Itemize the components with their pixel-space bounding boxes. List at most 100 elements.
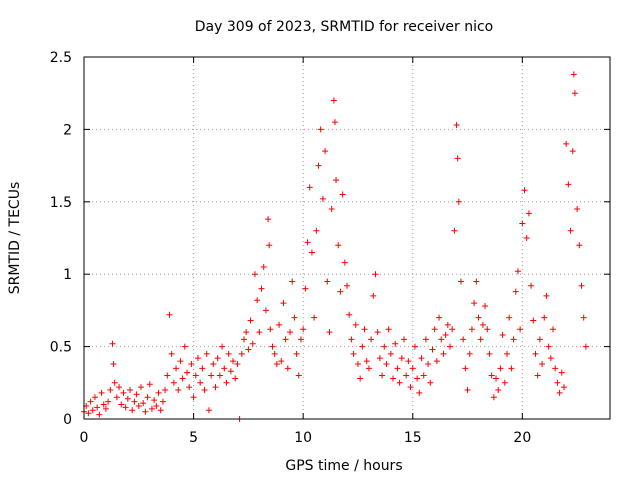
- data-point: [122, 404, 129, 411]
- data-point: [210, 360, 217, 367]
- data-point: [89, 407, 96, 414]
- data-point: [541, 314, 548, 321]
- data-point: [120, 389, 127, 396]
- data-point: [326, 329, 333, 336]
- data-point: [102, 405, 109, 412]
- data-point: [570, 71, 577, 78]
- data-point: [457, 278, 464, 285]
- data-point: [372, 271, 379, 278]
- data-point: [409, 365, 416, 372]
- data-point: [153, 402, 160, 409]
- data-point: [447, 343, 454, 350]
- data-point: [175, 387, 182, 394]
- data-point: [490, 394, 497, 401]
- data-point: [133, 391, 140, 398]
- data-point: [394, 365, 401, 372]
- data-point: [131, 398, 138, 405]
- x-tick-label: 0: [80, 430, 89, 446]
- data-point: [306, 184, 313, 191]
- data-point: [256, 329, 263, 336]
- data-point: [234, 360, 241, 367]
- data-point: [146, 381, 153, 388]
- data-point: [552, 365, 559, 372]
- data-point: [348, 336, 355, 343]
- data-point: [547, 355, 554, 362]
- data-point: [337, 288, 344, 295]
- data-point: [418, 355, 425, 362]
- data-point: [420, 372, 427, 379]
- data-point: [284, 365, 291, 372]
- data-point: [473, 278, 480, 285]
- data-point: [315, 162, 322, 169]
- data-point: [414, 375, 421, 382]
- data-point: [177, 358, 184, 365]
- data-point: [341, 259, 348, 266]
- data-point: [254, 297, 261, 304]
- data-point: [495, 387, 502, 394]
- data-point: [514, 268, 521, 275]
- data-point: [525, 210, 532, 217]
- data-point: [352, 321, 359, 328]
- data-point: [214, 355, 221, 362]
- data-point: [243, 329, 250, 336]
- data-point: [148, 405, 155, 412]
- data-point: [376, 355, 383, 362]
- data-point: [411, 343, 418, 350]
- data-point: [359, 343, 366, 350]
- data-point: [405, 358, 412, 365]
- data-point: [313, 227, 320, 234]
- data-point: [519, 220, 526, 227]
- data-point: [563, 140, 570, 147]
- data-point: [98, 389, 105, 396]
- data-point: [223, 379, 230, 386]
- data-point: [173, 365, 180, 372]
- data-point: [273, 360, 280, 367]
- data-point: [291, 314, 298, 321]
- data-point: [390, 375, 397, 382]
- data-point: [543, 292, 550, 299]
- data-point: [192, 372, 199, 379]
- data-point: [539, 360, 546, 367]
- data-point: [249, 340, 256, 347]
- data-point: [308, 249, 315, 256]
- data-point: [444, 321, 451, 328]
- data-point: [569, 148, 576, 155]
- data-point: [438, 336, 445, 343]
- data-point: [554, 379, 561, 386]
- data-point: [96, 411, 103, 418]
- data-point: [155, 389, 162, 396]
- x-axis-label: GPS time / hours: [285, 458, 402, 474]
- data-point: [203, 350, 210, 357]
- data-point: [497, 365, 504, 372]
- data-point: [247, 317, 254, 324]
- data-point: [190, 394, 197, 401]
- data-point: [433, 358, 440, 365]
- data-point: [339, 191, 346, 198]
- data-point: [468, 326, 475, 333]
- data-point: [387, 350, 394, 357]
- data-point: [521, 187, 528, 194]
- data-point: [135, 402, 142, 409]
- data-point: [297, 336, 304, 343]
- data-point: [251, 271, 258, 278]
- data-point: [170, 379, 177, 386]
- data-point: [260, 263, 267, 270]
- data-point: [486, 350, 493, 357]
- data-point: [300, 326, 307, 333]
- data-point: [565, 181, 572, 188]
- data-point: [455, 198, 462, 205]
- data-point: [276, 321, 283, 328]
- grid-lines: [84, 57, 610, 419]
- data-point: [162, 387, 169, 394]
- data-point: [194, 355, 201, 362]
- data-point: [91, 394, 98, 401]
- data-point: [129, 407, 136, 414]
- data-point: [269, 343, 276, 350]
- data-point: [379, 372, 386, 379]
- data-point: [331, 119, 338, 126]
- data-point: [289, 278, 296, 285]
- data-point: [398, 355, 405, 362]
- data-point: [216, 372, 223, 379]
- data-point: [350, 350, 357, 357]
- data-point: [453, 122, 460, 129]
